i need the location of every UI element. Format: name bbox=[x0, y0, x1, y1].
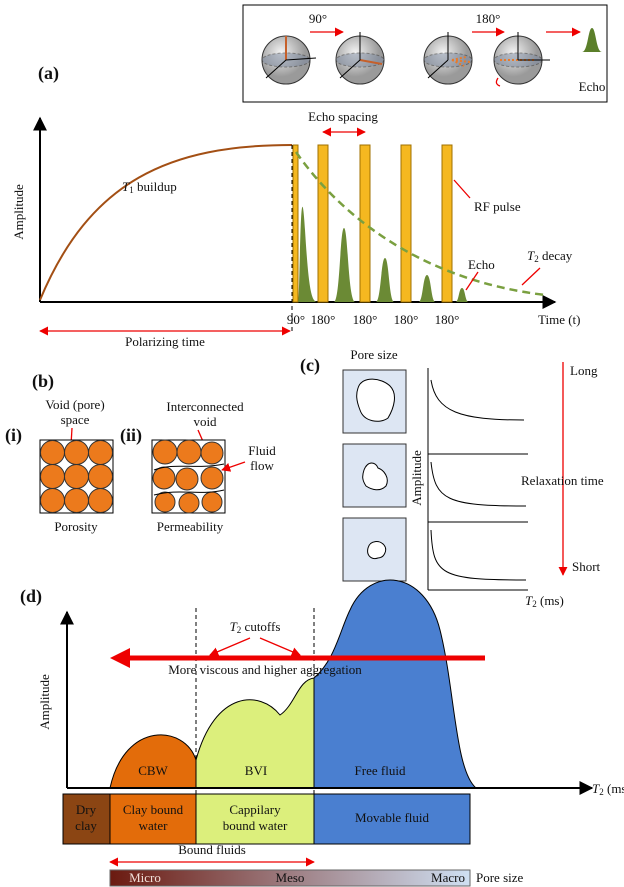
y-axis-label: Amplitude bbox=[11, 184, 26, 240]
bar-label: Dry bbox=[76, 802, 97, 817]
label: T2 decay bbox=[527, 248, 573, 264]
label: More viscous and higher aggregation bbox=[168, 662, 362, 677]
region-label: CBW bbox=[138, 763, 168, 778]
label: Echo spacing bbox=[308, 109, 378, 124]
free-fluid-area bbox=[314, 580, 476, 788]
grain bbox=[41, 489, 65, 513]
label: Echo bbox=[468, 257, 495, 272]
grain bbox=[153, 440, 177, 464]
label: Fluid bbox=[248, 443, 276, 458]
grain bbox=[153, 467, 175, 489]
text: decay bbox=[539, 248, 573, 263]
x-axis-label: T2 (ms) bbox=[525, 593, 564, 609]
label: Permeability bbox=[157, 519, 224, 534]
figure: (a) 90° 180° Echo Echo spacing Amplitude… bbox=[0, 0, 624, 887]
pulse-label: 180° bbox=[435, 312, 460, 327]
label: Long bbox=[570, 363, 598, 378]
text: (ms) bbox=[537, 593, 564, 608]
pointer bbox=[522, 268, 540, 285]
label: void bbox=[193, 414, 217, 429]
panel-label: (i) bbox=[5, 425, 22, 446]
buildup-curve bbox=[40, 145, 292, 300]
pulse-labels: 90° 180° 180° 180° 180° bbox=[287, 312, 459, 327]
pulse-label: 180° bbox=[353, 312, 378, 327]
label: Polarizing time bbox=[125, 334, 205, 349]
x-axis-label: Time (t) bbox=[538, 312, 581, 327]
angle: 90° bbox=[309, 11, 327, 26]
label: Pore size bbox=[350, 347, 398, 362]
grain bbox=[202, 492, 222, 512]
bar-label: bound water bbox=[223, 818, 288, 833]
decay-curve bbox=[296, 152, 545, 295]
arrow bbox=[260, 638, 300, 655]
grain bbox=[41, 465, 65, 489]
grain bbox=[201, 467, 223, 489]
grains bbox=[153, 440, 223, 513]
grain bbox=[65, 489, 89, 513]
pointer bbox=[454, 180, 470, 198]
y-axis-label: Amplitude bbox=[37, 674, 52, 730]
grain bbox=[177, 440, 201, 464]
grain bbox=[89, 441, 113, 465]
grain bbox=[41, 441, 65, 465]
grain bbox=[65, 441, 89, 465]
label: RF pulse bbox=[474, 199, 521, 214]
text: cutoffs bbox=[241, 619, 280, 634]
scale-label: Micro bbox=[129, 870, 161, 885]
grain bbox=[89, 465, 113, 489]
panel-label: (d) bbox=[20, 586, 42, 607]
label: Void (pore) bbox=[45, 397, 104, 412]
pulse-label: 90° bbox=[287, 312, 305, 327]
pulse-label: 180° bbox=[311, 312, 336, 327]
panel-label: (b) bbox=[32, 371, 54, 392]
y-axis-label: Amplitude bbox=[409, 450, 424, 506]
scale-label: Meso bbox=[276, 870, 305, 885]
label: Relaxation time bbox=[521, 473, 604, 488]
text: buildup bbox=[134, 179, 177, 194]
label: Porosity bbox=[54, 519, 98, 534]
label: Pore size bbox=[476, 870, 524, 885]
bar-label: Movable fluid bbox=[355, 810, 430, 825]
arrowhead bbox=[110, 648, 130, 668]
panel-label: (a) bbox=[38, 63, 59, 84]
label: T2 cutoffs bbox=[230, 619, 281, 635]
grain bbox=[65, 465, 89, 489]
bar-label: water bbox=[139, 818, 169, 833]
label: Interconnected bbox=[166, 399, 244, 414]
pulse-label: 180° bbox=[394, 312, 419, 327]
decay-curves bbox=[431, 380, 526, 580]
bar-label: clay bbox=[75, 818, 97, 833]
echo-label: Echo bbox=[579, 79, 606, 94]
region-label: BVI bbox=[245, 763, 267, 778]
grain bbox=[89, 489, 113, 513]
scale-label: Macro bbox=[431, 870, 465, 885]
grain bbox=[155, 492, 175, 512]
panel-label: (c) bbox=[300, 355, 320, 376]
grain bbox=[201, 442, 223, 464]
region-label: Free fluid bbox=[355, 763, 406, 778]
label: T1 buildup bbox=[122, 179, 177, 195]
arrow bbox=[210, 638, 250, 655]
cbw-area bbox=[110, 735, 196, 788]
bar-label: Clay bound bbox=[123, 802, 184, 817]
label: space bbox=[61, 412, 90, 427]
bar-label: Cappilary bbox=[229, 802, 281, 817]
panel-label: (ii) bbox=[120, 425, 142, 446]
label: Bound fluids bbox=[178, 842, 246, 857]
label: Short bbox=[572, 559, 601, 574]
grains bbox=[41, 441, 113, 513]
x-axis-label: T2 (ms) bbox=[592, 781, 624, 797]
grain bbox=[179, 493, 199, 513]
grain bbox=[176, 468, 198, 490]
text: (ms) bbox=[604, 781, 624, 796]
label: flow bbox=[250, 458, 274, 473]
angle: 180° bbox=[476, 11, 501, 26]
